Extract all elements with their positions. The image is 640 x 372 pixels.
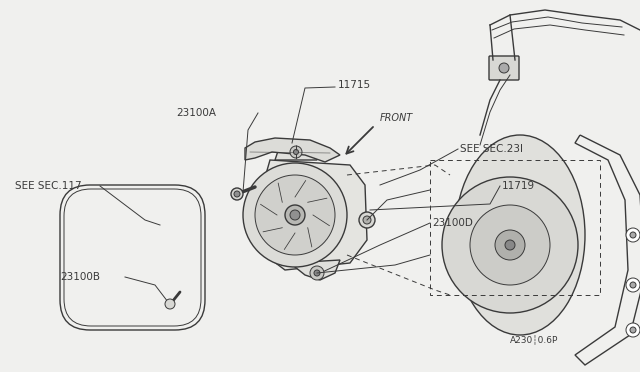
Circle shape [290, 146, 302, 158]
Circle shape [626, 323, 640, 337]
Circle shape [255, 175, 335, 255]
Circle shape [499, 63, 509, 73]
Text: 23100D: 23100D [432, 218, 473, 228]
Circle shape [310, 266, 324, 280]
Circle shape [442, 177, 578, 313]
Circle shape [626, 278, 640, 292]
FancyBboxPatch shape [489, 56, 519, 80]
Text: 23100A: 23100A [176, 108, 216, 118]
Circle shape [495, 230, 525, 260]
Circle shape [630, 282, 636, 288]
Text: SEE SEC.117: SEE SEC.117 [15, 181, 82, 191]
Polygon shape [290, 260, 340, 280]
Ellipse shape [455, 135, 585, 335]
Polygon shape [275, 140, 317, 160]
Circle shape [314, 270, 320, 276]
Circle shape [470, 205, 550, 285]
Polygon shape [260, 160, 367, 270]
Polygon shape [245, 138, 340, 162]
Circle shape [630, 232, 636, 238]
Circle shape [234, 191, 240, 197]
Text: A230┆0.6P: A230┆0.6P [510, 334, 558, 344]
Text: SEE SEC.23I: SEE SEC.23I [460, 144, 523, 154]
Circle shape [626, 228, 640, 242]
Text: 11715: 11715 [338, 80, 371, 90]
Text: 11719: 11719 [502, 181, 535, 191]
Circle shape [630, 327, 636, 333]
Circle shape [505, 240, 515, 250]
Text: 23100B: 23100B [60, 272, 100, 282]
Circle shape [165, 299, 175, 309]
Circle shape [359, 212, 375, 228]
Circle shape [285, 205, 305, 225]
Circle shape [243, 163, 347, 267]
Circle shape [294, 150, 298, 154]
Circle shape [231, 188, 243, 200]
Text: FRONT: FRONT [380, 113, 413, 123]
Circle shape [363, 216, 371, 224]
Circle shape [290, 210, 300, 220]
